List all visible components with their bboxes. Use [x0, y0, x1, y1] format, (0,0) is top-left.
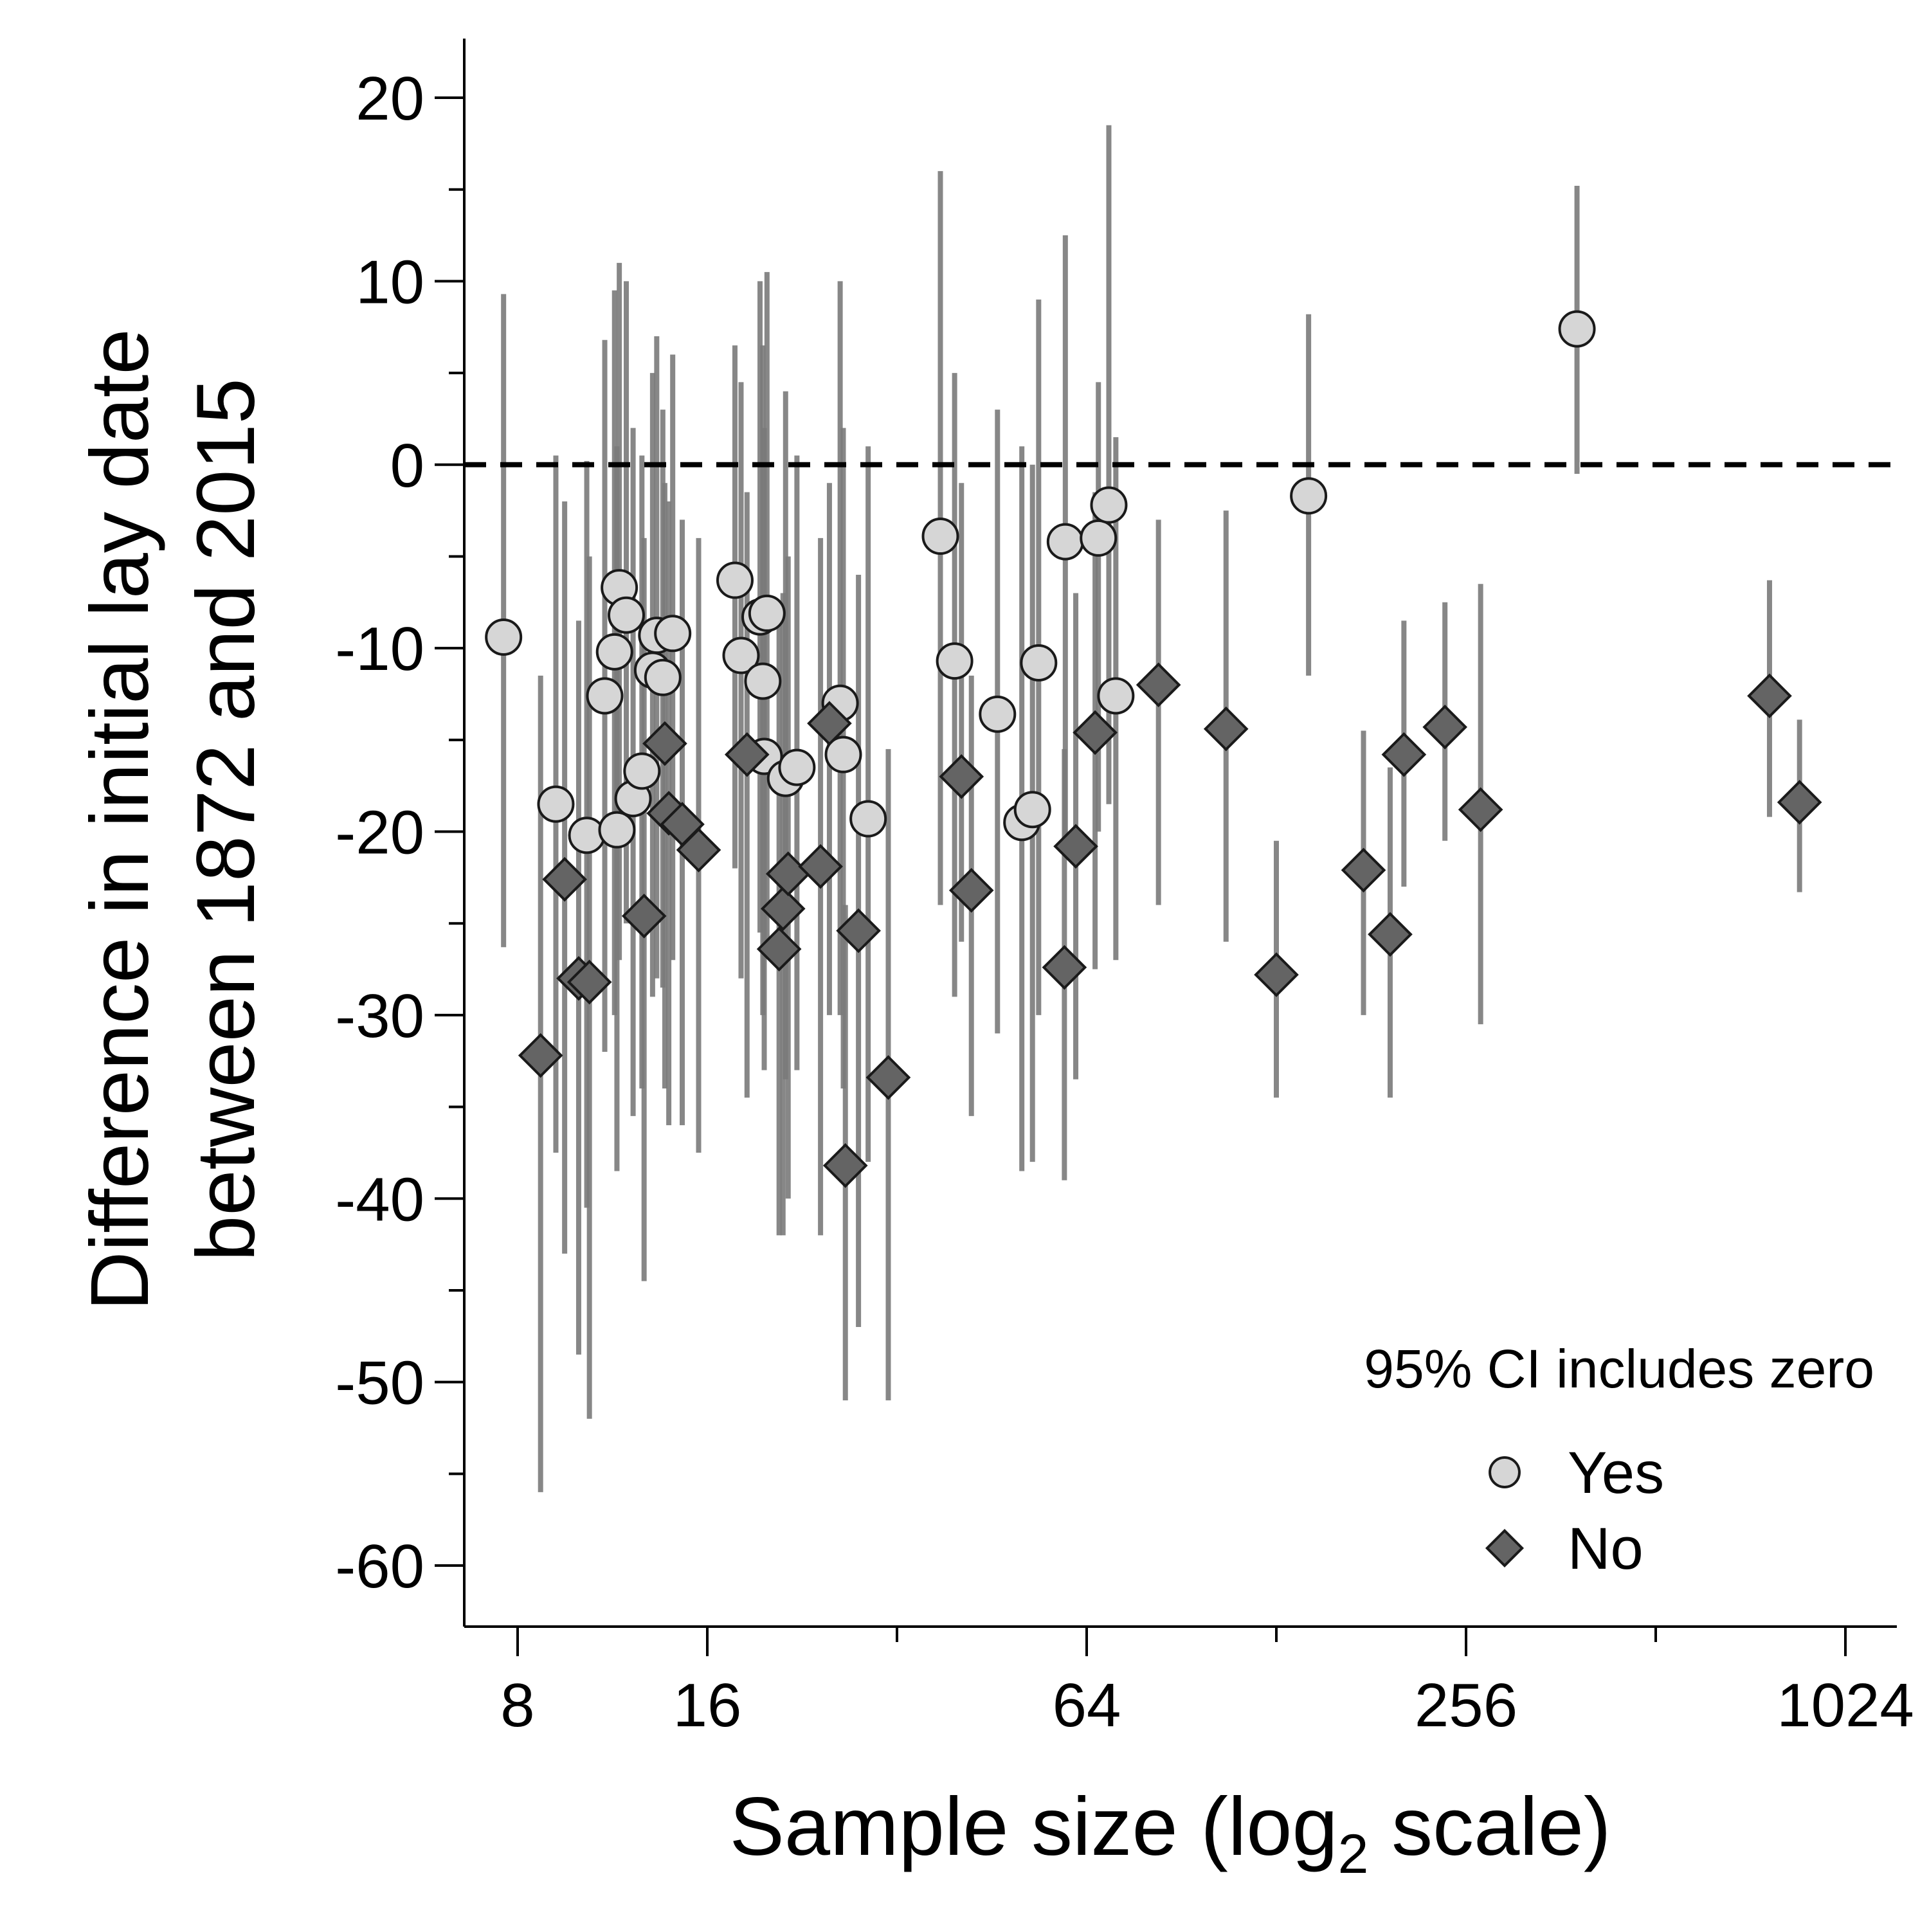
x-tick-label: 256 — [1415, 1671, 1517, 1740]
data-point-yes — [1080, 519, 1118, 557]
data-point-no — [836, 908, 881, 953]
x-tick-label: 8 — [500, 1671, 534, 1740]
y-tick-label: -50 — [335, 1349, 424, 1418]
data-point-yes — [824, 736, 862, 773]
data-point-yes — [979, 695, 1017, 733]
data-point-no — [939, 754, 984, 799]
y-axis-title-line1: Difference in initial lay date — [74, 329, 166, 1310]
data-point-yes — [598, 811, 636, 849]
data-markers — [485, 310, 1822, 1188]
data-point-no — [1053, 824, 1098, 869]
data-point-yes — [537, 785, 575, 823]
data-point-yes — [586, 677, 624, 715]
data-point-yes — [568, 817, 606, 854]
y-tick-label: 10 — [356, 248, 424, 316]
data-point-no — [1073, 710, 1118, 755]
data-point-no — [798, 844, 843, 889]
data-point-no — [676, 827, 721, 872]
x-tick-label: 16 — [673, 1671, 742, 1740]
data-point-yes — [1020, 644, 1058, 682]
data-point-no — [518, 1033, 563, 1078]
y-tick-label: -30 — [335, 982, 424, 1051]
data-point-no — [542, 856, 587, 902]
data-point-yes — [849, 800, 887, 838]
error-bars — [501, 125, 1802, 1492]
x-axis-title-suffix: scale) — [1369, 1781, 1611, 1873]
data-point-no — [765, 851, 811, 896]
data-point-yes — [608, 596, 646, 634]
data-point-yes — [722, 636, 760, 674]
data-point-no — [1422, 705, 1468, 750]
data-point-yes — [1013, 791, 1051, 829]
data-point-no — [1777, 780, 1822, 825]
y-tick-label: 20 — [356, 64, 424, 133]
data-point-yes — [921, 518, 959, 555]
x-axis-title-subscript: 2 — [1338, 1823, 1369, 1885]
data-point-no — [807, 701, 852, 746]
x-axis-title-main: Sample size (log — [729, 1781, 1337, 1873]
legend-label-no: No — [1568, 1516, 1644, 1582]
data-point-yes — [748, 594, 786, 632]
data-point-no — [642, 721, 687, 766]
data-point-yes — [1090, 486, 1128, 524]
y-tick-label: -40 — [335, 1165, 424, 1234]
legend-title: 95% CI includes zero — [1364, 1339, 1874, 1399]
data-point-yes — [644, 658, 682, 696]
data-point-yes — [654, 615, 692, 653]
data-point-no — [1203, 706, 1249, 752]
data-point-no — [1747, 673, 1792, 719]
legend-label-yes: Yes — [1568, 1440, 1664, 1506]
data-point-yes — [716, 561, 754, 599]
data-point-no — [1254, 952, 1299, 997]
legend-marker-no — [1485, 1528, 1525, 1568]
data-point-yes — [744, 662, 782, 700]
data-point-yes — [1046, 523, 1084, 561]
data-point-yes — [1290, 477, 1328, 515]
y-tick-label: 0 — [390, 431, 424, 500]
data-point-no — [760, 886, 806, 932]
y-tick-label: -60 — [335, 1532, 424, 1601]
y-tick-label: -20 — [335, 799, 424, 867]
data-point-yes — [595, 633, 633, 671]
data-point-no — [1136, 662, 1181, 708]
data-point-no — [1368, 912, 1413, 957]
data-point-no — [1042, 944, 1087, 990]
data-point-no — [1341, 847, 1386, 893]
x-tick-label: 64 — [1053, 1671, 1121, 1740]
data-point-yes — [778, 748, 816, 786]
x-axis-title: Sample size (log2 scale) — [729, 1781, 1611, 1885]
data-point-no — [724, 732, 770, 777]
legend: 95% CI includes zero Yes No — [1364, 1339, 1874, 1582]
data-point-no — [566, 959, 612, 1005]
legend-marker-yes — [1489, 1456, 1521, 1488]
data-point-yes — [623, 752, 661, 790]
data-point-no — [865, 1055, 911, 1100]
data-point-yes — [1558, 310, 1596, 348]
data-point-no — [621, 893, 667, 939]
data-point-yes — [485, 618, 523, 656]
data-point-no — [756, 926, 802, 971]
data-point-no — [1458, 787, 1503, 833]
data-point-yes — [1097, 677, 1135, 715]
data-point-yes — [936, 642, 974, 680]
x-tick-label: 1024 — [1777, 1671, 1914, 1740]
y-tick-label: -10 — [335, 615, 424, 683]
y-axis-title-line2: between 1872 and 2015 — [180, 378, 272, 1261]
axes: 20 10 0 -10 -20 -30 -40 -50 -60 8 16 64 256 1024 — [335, 39, 1914, 1740]
data-point-no — [822, 1143, 868, 1188]
data-point-no — [1381, 732, 1427, 777]
data-point-no — [948, 867, 994, 913]
